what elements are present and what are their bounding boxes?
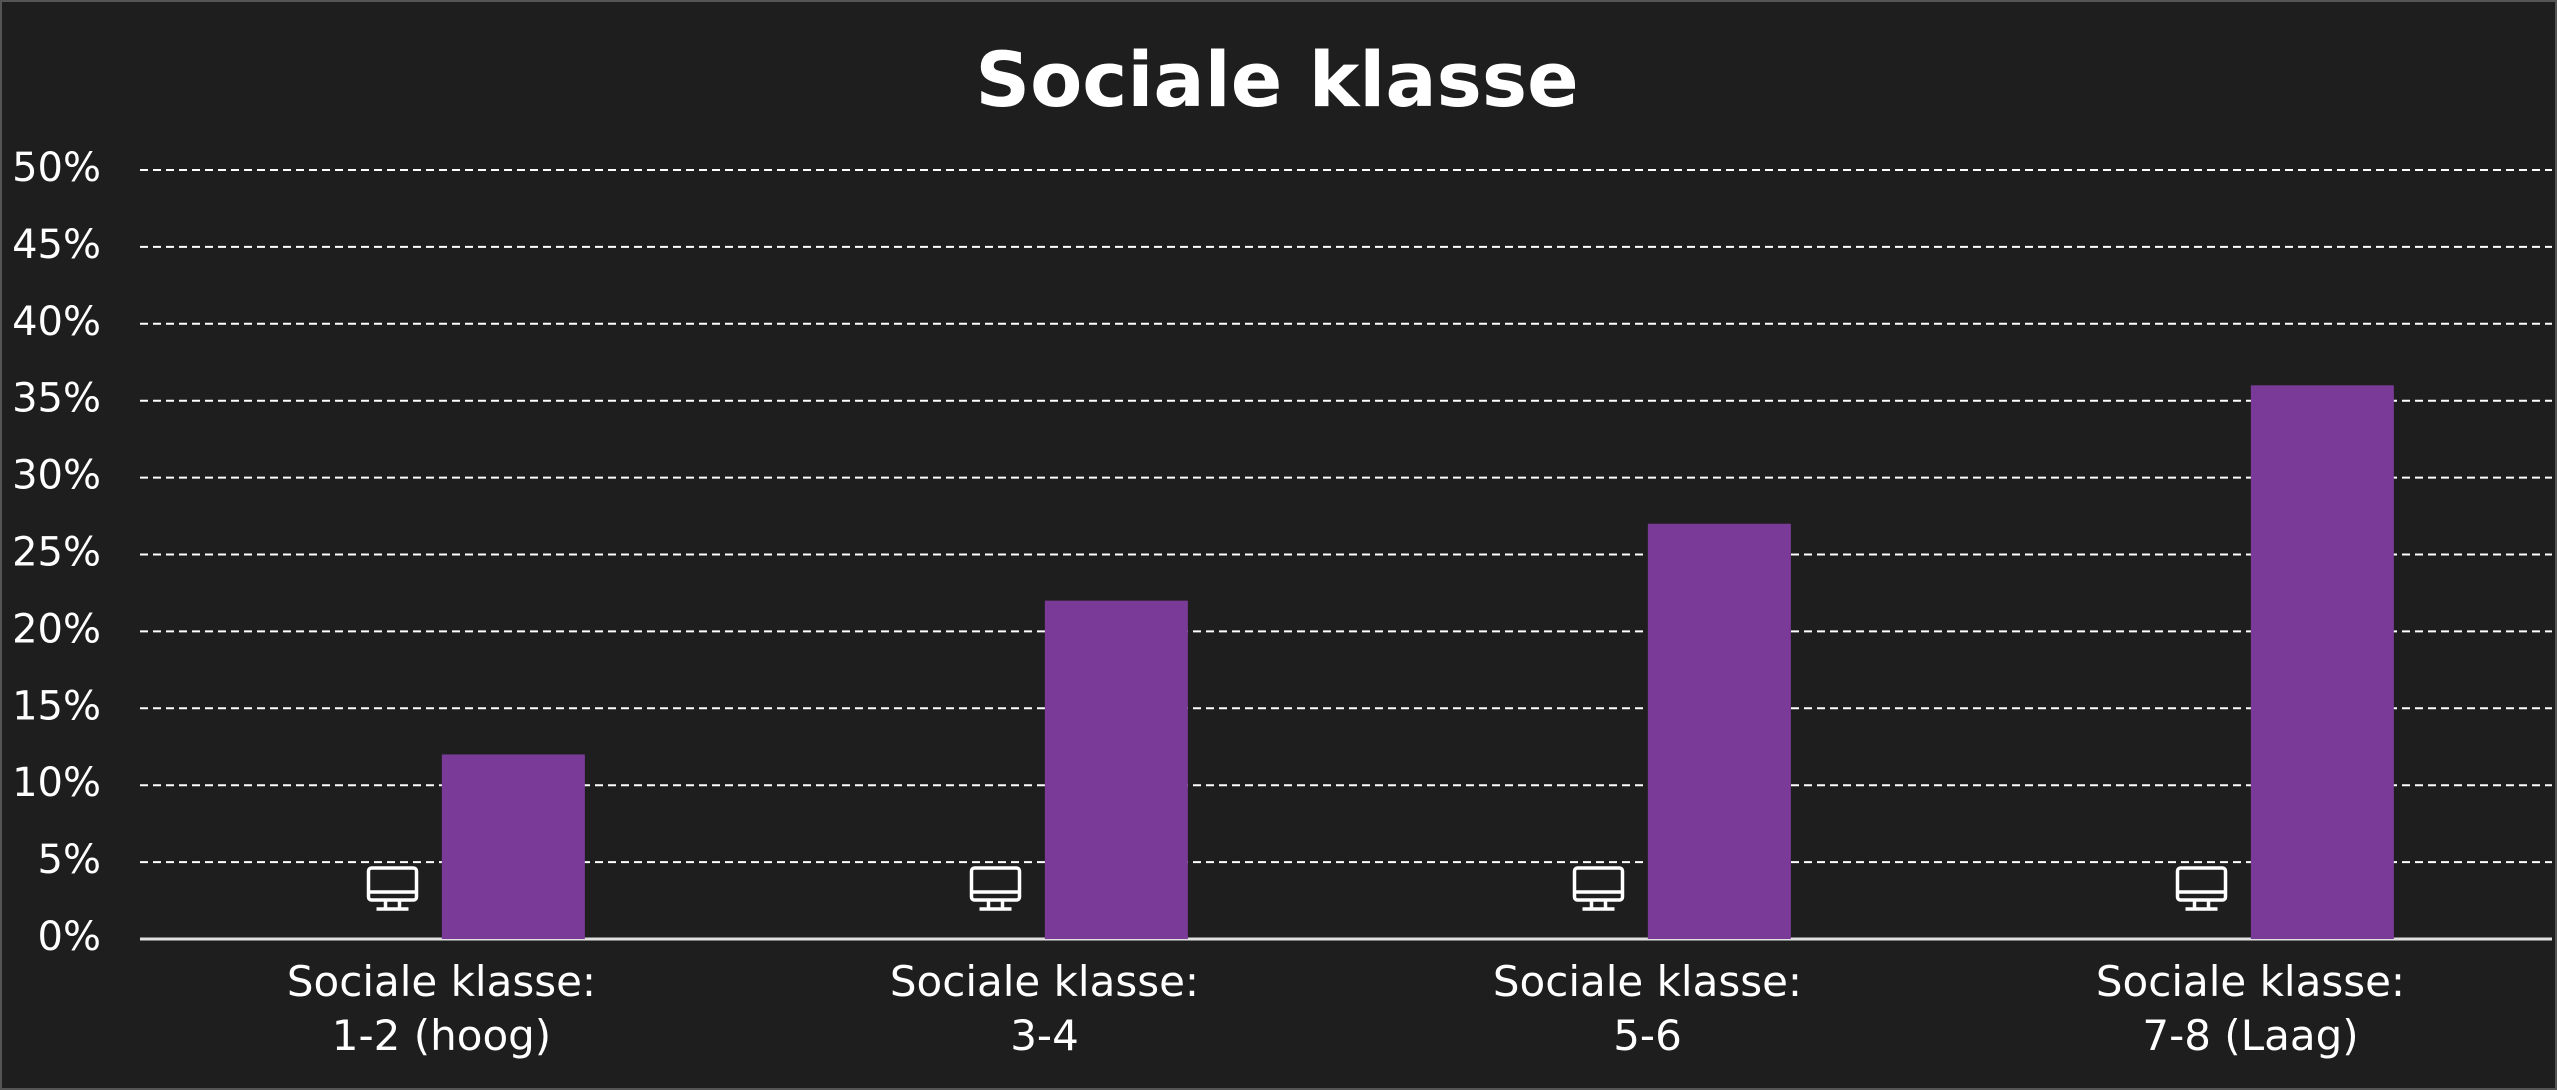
bar <box>1044 600 1188 939</box>
y-tick-label: 15% <box>12 683 101 729</box>
x-tick-label: Sociale klasse: 7-8 (Laag) <box>2095 957 2406 1060</box>
y-tick-label: 30% <box>12 453 101 499</box>
monitor-icon <box>1572 866 1625 902</box>
monitor-icon <box>366 866 419 902</box>
bar <box>1647 523 1791 939</box>
y-tick-label: 20% <box>12 606 101 652</box>
x-tick-label: Sociale klasse: 5-6 <box>1492 957 1803 1060</box>
chart-title: Sociale klasse <box>975 35 1578 124</box>
y-tick-label: 0% <box>38 914 101 960</box>
y-tick-label: 45% <box>12 222 101 268</box>
y-tick-label: 40% <box>12 299 101 345</box>
y-tick-label: 25% <box>12 530 101 576</box>
y-tick-label: 50% <box>12 145 101 191</box>
monitor-icon-stand <box>979 900 1012 911</box>
y-tick-label: 10% <box>12 760 101 806</box>
x-tick-label: Sociale klasse: 1-2 (hoog) <box>286 957 597 1060</box>
monitor-icon <box>969 866 1022 902</box>
monitor-icon-stand <box>376 900 409 911</box>
bar <box>441 754 585 939</box>
monitor-icon-stand <box>2185 900 2218 911</box>
x-tick-label: Sociale klasse: 3-4 <box>889 957 1200 1060</box>
y-tick-label: 5% <box>38 837 101 883</box>
bar <box>2250 385 2394 939</box>
monitor-icon <box>2175 866 2228 902</box>
y-tick-label: 35% <box>12 376 101 422</box>
monitor-icon-stand <box>1582 900 1615 911</box>
